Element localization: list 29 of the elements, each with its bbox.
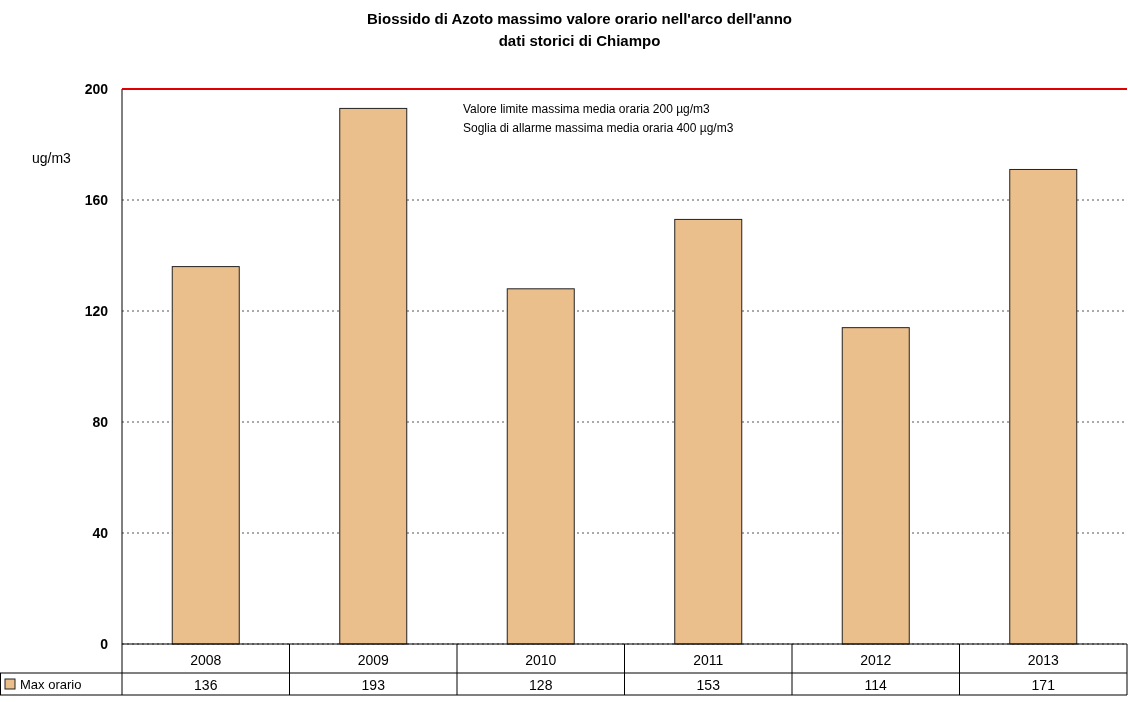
x-tick-label: 2010 [525,652,557,668]
y-tick-label: 0 [100,636,109,652]
x-tick-label: 2013 [1027,652,1060,668]
data-label: 153 [696,677,721,693]
y-tick-label: 120 [84,303,109,319]
data-label: 128 [529,677,553,693]
x-tick-label: 2009 [357,652,390,668]
y-tick-label: 200 [84,81,109,97]
x-tick-label: 2012 [860,652,892,668]
y-tick-label: 40 [92,525,109,541]
y-tick-label: 160 [84,192,109,208]
data-label: 193 [361,677,386,693]
chart-title: Biossido di Azoto massimo valore orario nell'arco dell'anno dati storici di Chiampo [366,10,793,49]
data-label: 136 [194,677,218,693]
bar [171,266,240,645]
bar [339,107,408,645]
annotation: Valore limite massima media oraria 200 µg/m3 [463,102,711,116]
data-label: 171 [1031,677,1056,693]
bar [506,288,575,645]
bar [674,218,743,645]
bar [841,327,910,645]
y-axis-title: ug/m3 [32,150,72,166]
x-tick-label: 2008 [190,652,222,668]
bar [1009,168,1078,645]
y-tick-label: 80 [92,414,109,430]
data-label: 114 [864,677,888,693]
annotation: Soglia di allarme massima media oraria 400 µg/m3 [463,121,734,135]
legend-label: Max orario [20,677,82,692]
x-tick-label: 2011 [693,652,724,668]
